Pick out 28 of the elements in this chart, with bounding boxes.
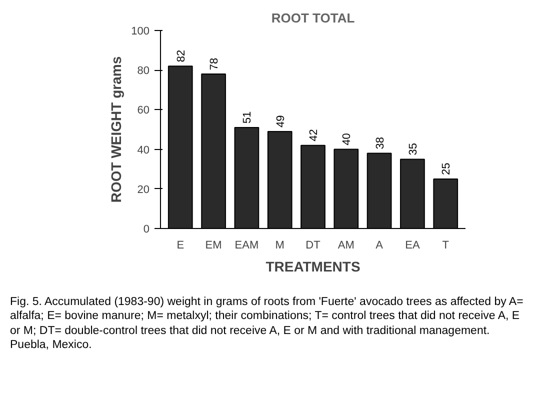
data-label: 40 — [341, 133, 354, 146]
caption: Fig. 5. Accumulated (1983-90) weight in grams of roots from 'Fuerte' avocado trees as affected by A= alfalfa; E= bovine manure; M= metalxyl; their combinations; T= control trees that did not receive A, E or M; DT= double-control trees that did not receive A, E or M and with traditional management. Puebla, Mexico. — [10, 295, 524, 352]
x-tick-label: M — [275, 240, 284, 252]
data-label: 25 — [440, 162, 453, 176]
x-tick-label: EAM — [234, 240, 259, 252]
data-label: 35 — [407, 142, 420, 156]
x-tick-label: EM — [205, 240, 222, 252]
y-tick-label: 60 — [137, 104, 150, 117]
x-tick-label: A — [376, 240, 384, 252]
data-label: 38 — [374, 137, 386, 150]
data-label: 78 — [208, 58, 221, 70]
data-label: 42 — [308, 129, 320, 142]
y-tick-label: 20 — [137, 184, 150, 196]
data-label: 49 — [274, 115, 287, 128]
x-axis-title: TREATMENTS — [266, 258, 360, 274]
x-tick-label: DT — [306, 240, 321, 252]
y-tick-label: 40 — [137, 144, 150, 156]
x-tick-label: E — [176, 240, 184, 252]
data-label: 82 — [175, 50, 188, 62]
y-axis-title: ROOT WEIGHT grams — [108, 56, 124, 203]
x-tick-label: EA — [405, 240, 420, 252]
y-tick-label: 0 — [143, 224, 150, 236]
x-tick-label: T — [442, 240, 450, 252]
chart-title: ROOT TOTAL — [271, 10, 355, 26]
y-tick-label: 80 — [137, 65, 150, 78]
y-tick-label: 100 — [131, 26, 150, 38]
x-tick-label: AM — [338, 240, 354, 252]
data-label: 51 — [242, 111, 254, 124]
